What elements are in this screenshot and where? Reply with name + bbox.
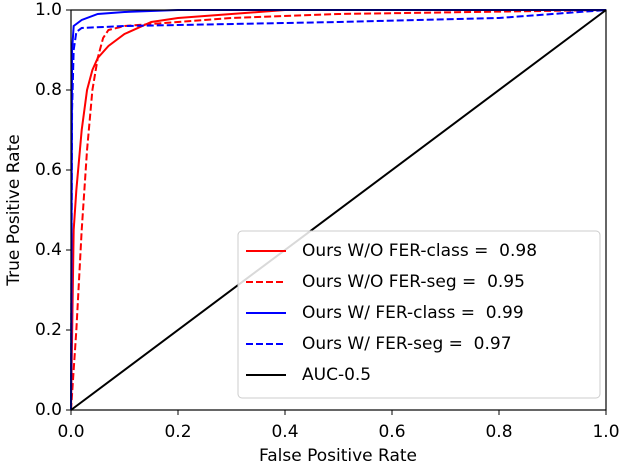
plot-frame [70, 9, 607, 411]
y-tick-label: 0.4 [35, 240, 62, 260]
roc-curve [70, 9, 607, 411]
x-tick-label: 0.4 [271, 422, 298, 442]
x-tick-label: 0.8 [485, 422, 512, 442]
legend-label: Ours W/ FER-seg = 0.97 [302, 334, 512, 354]
legend-label: Ours W/O FER-class = 0.98 [302, 241, 537, 261]
y-tick-label: 0.2 [35, 320, 62, 340]
legend-box [237, 230, 601, 399]
y-tick-label: 0.0 [35, 400, 62, 420]
legend-label: Ours W/O FER-seg = 0.95 [302, 272, 525, 292]
x-tick-label: 0.0 [57, 422, 84, 442]
y-tick-label: 1.0 [35, 0, 62, 20]
roc-curve [70, 9, 606, 411]
legend-label: AUC-0.5 [302, 365, 371, 385]
legend-label: Ours W/ FER-class = 0.99 [302, 303, 524, 323]
x-tick-label: 1.0 [592, 422, 619, 442]
y-tick-label: 0.8 [35, 80, 62, 100]
x-axis-label: False Positive Rate [259, 446, 417, 464]
roc-curve [70, 9, 607, 411]
y-tick-label: 0.6 [35, 160, 62, 180]
roc-curve [70, 9, 607, 411]
y-axis-label: True Positive Rate [4, 134, 24, 286]
x-tick-label: 0.6 [378, 422, 405, 442]
x-tick-label: 0.2 [164, 422, 191, 442]
